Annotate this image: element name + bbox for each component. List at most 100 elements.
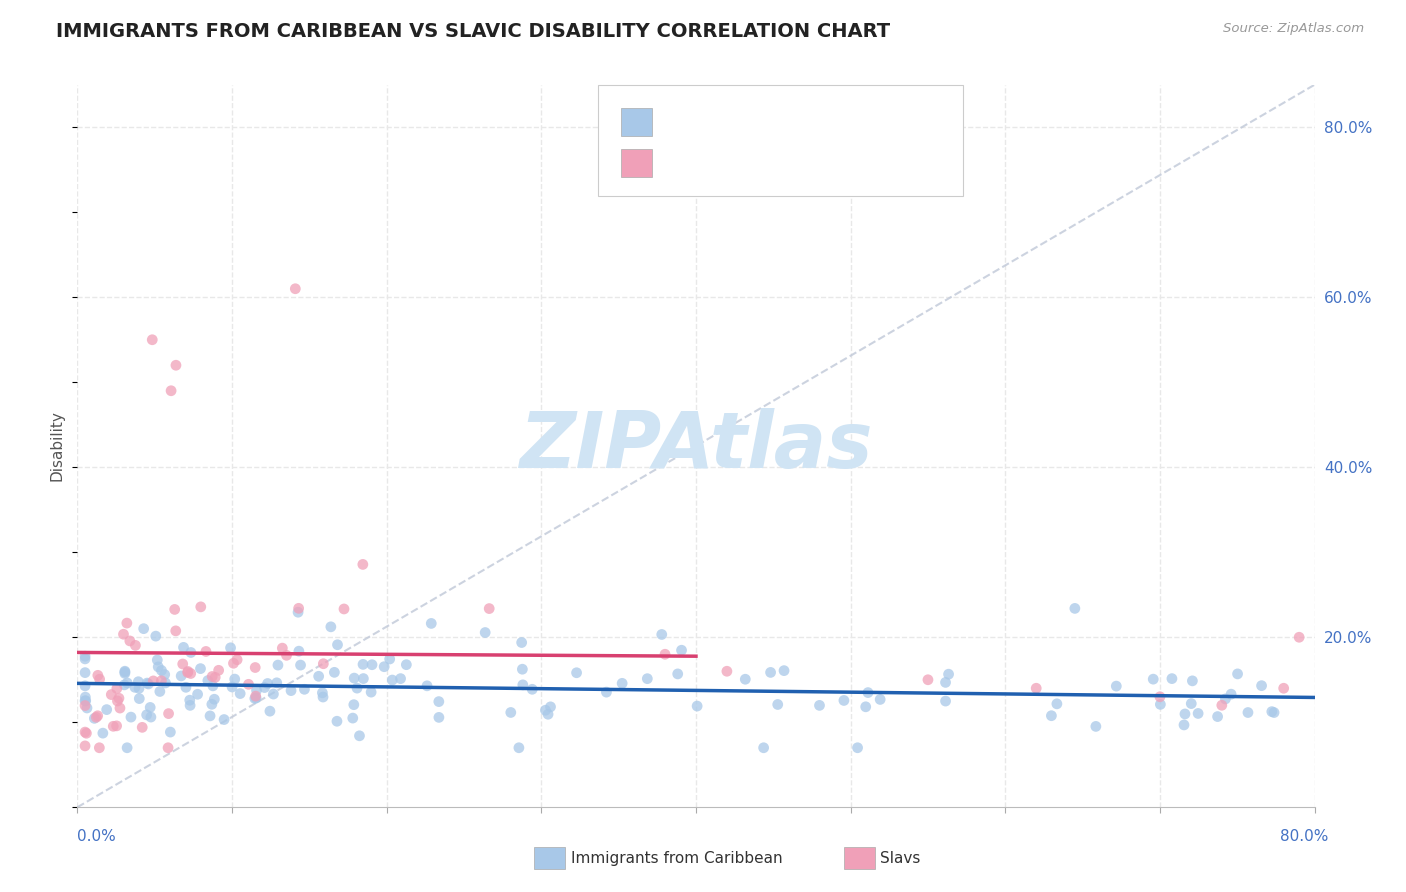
Point: [287, 605, 309, 619]
Point: [118, 634, 141, 648]
Text: 80.0%: 80.0%: [1281, 830, 1329, 844]
Point: [1180, 697, 1202, 711]
Point: [75, 694, 96, 708]
Point: [311, 686, 333, 700]
Point: [108, 691, 131, 706]
Text: Source: ZipAtlas.com: Source: ZipAtlas.com: [1223, 22, 1364, 36]
Point: [287, 601, 309, 615]
Text: -0.179: -0.179: [709, 113, 770, 131]
Point: [1142, 672, 1164, 686]
Point: [83, 711, 105, 725]
Point: [222, 657, 245, 671]
Point: [219, 640, 242, 655]
Point: [128, 691, 150, 706]
Point: [610, 676, 633, 690]
Point: [352, 558, 374, 572]
Point: [1288, 630, 1310, 644]
Text: N =: N =: [783, 154, 832, 172]
Point: [342, 711, 364, 725]
Point: [395, 657, 418, 672]
Point: [87, 668, 110, 682]
Text: Slavs: Slavs: [880, 851, 921, 865]
Point: [157, 706, 180, 721]
Point: [117, 676, 139, 690]
Point: [75, 725, 96, 739]
Point: [378, 652, 401, 666]
Point: [148, 660, 170, 674]
Point: [141, 333, 163, 347]
Text: R =: R =: [664, 113, 702, 131]
Point: [149, 684, 172, 698]
Point: [114, 665, 136, 679]
Point: [540, 699, 562, 714]
Point: [1215, 692, 1237, 706]
Point: [224, 672, 246, 686]
Point: [75, 652, 96, 666]
Point: [346, 681, 368, 695]
Point: [352, 657, 374, 672]
Point: [89, 740, 111, 755]
Point: [651, 627, 673, 641]
Text: 146: 146: [846, 113, 883, 131]
Point: [312, 657, 335, 671]
Point: [1063, 601, 1085, 615]
Point: [75, 665, 96, 680]
Text: R =: R =: [664, 154, 702, 172]
Point: [75, 690, 97, 705]
Point: [103, 719, 125, 733]
Point: [150, 673, 173, 688]
Point: [198, 709, 221, 723]
Point: [145, 629, 167, 643]
Point: [124, 639, 146, 653]
Point: [1250, 679, 1272, 693]
Point: [108, 701, 131, 715]
Point: [153, 667, 176, 681]
Point: [190, 662, 212, 676]
Point: [869, 692, 891, 706]
Point: [75, 726, 97, 740]
Point: [127, 674, 149, 689]
Point: [243, 691, 266, 706]
Point: [165, 624, 187, 638]
Point: [512, 678, 534, 692]
Text: 0.423: 0.423: [709, 154, 763, 172]
Point: [284, 282, 307, 296]
Point: [373, 659, 395, 673]
Point: [262, 687, 284, 701]
Point: [132, 622, 155, 636]
Point: [935, 694, 957, 708]
Point: [1261, 705, 1284, 719]
Point: [135, 707, 157, 722]
Point: [288, 644, 311, 658]
Point: [150, 664, 173, 678]
Point: [595, 685, 617, 699]
Point: [766, 698, 789, 712]
Point: [1084, 719, 1107, 733]
Point: [75, 649, 96, 664]
Point: [686, 699, 709, 714]
Point: [508, 740, 530, 755]
Point: [312, 690, 335, 704]
Point: [131, 720, 153, 734]
Point: [856, 685, 879, 699]
Point: [128, 681, 150, 696]
Point: [266, 675, 288, 690]
Point: [201, 698, 224, 712]
Point: [157, 740, 180, 755]
Point: [759, 665, 782, 680]
Point: [201, 669, 224, 683]
Point: [474, 625, 496, 640]
Point: [1149, 690, 1171, 704]
Text: N =: N =: [783, 113, 832, 131]
Point: [294, 682, 316, 697]
Point: [201, 679, 224, 693]
Point: [1272, 681, 1295, 696]
Point: [1149, 698, 1171, 712]
Point: [163, 602, 186, 616]
Text: IMMIGRANTS FROM CARIBBEAN VS SLAVIC DISABILITY CORRELATION CHART: IMMIGRANTS FROM CARIBBEAN VS SLAVIC DISA…: [56, 22, 890, 41]
Point: [174, 681, 197, 695]
Point: [1161, 672, 1184, 686]
Point: [142, 673, 165, 688]
Point: [114, 664, 136, 678]
Point: [427, 710, 450, 724]
